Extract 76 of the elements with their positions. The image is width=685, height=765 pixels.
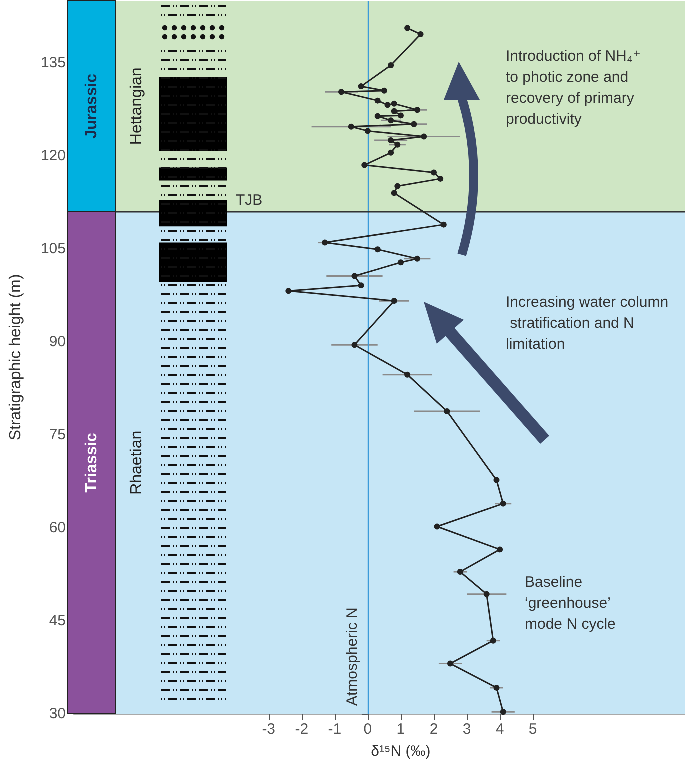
x-tick-label: 2 — [430, 721, 438, 738]
point — [358, 282, 364, 289]
x-tick-label: 3 — [462, 721, 472, 738]
point — [490, 638, 496, 644]
point — [440, 222, 447, 228]
point — [448, 660, 454, 667]
point — [500, 709, 506, 716]
point — [421, 134, 428, 140]
point — [404, 25, 411, 32]
y-tick-label: 45 — [49, 612, 66, 630]
y-tick-label: 90 — [49, 334, 66, 350]
y-tick-label: 135 — [40, 54, 66, 72]
x-tick-label: -2 — [295, 721, 309, 738]
point — [497, 546, 504, 553]
point — [418, 31, 424, 38]
x-tick-label: 1 — [396, 721, 406, 738]
ref-line-label: Atmospheric N — [344, 608, 361, 706]
y-tick-label: 60 — [49, 520, 66, 536]
point — [391, 108, 398, 114]
point — [500, 500, 506, 507]
point — [438, 176, 444, 182]
point — [494, 477, 500, 484]
point — [394, 142, 401, 148]
point — [358, 84, 364, 90]
point — [286, 288, 292, 294]
point — [352, 273, 358, 280]
band-label: Rhaetian — [128, 430, 146, 495]
point — [388, 118, 394, 124]
band-label: Jurassic — [84, 74, 100, 139]
point — [374, 113, 381, 120]
point — [391, 100, 398, 107]
point — [348, 124, 354, 130]
point — [398, 112, 404, 119]
point — [394, 183, 401, 190]
x-tick-label: 4 — [496, 721, 504, 738]
y-tick-label: 105 — [40, 240, 66, 258]
point — [444, 408, 450, 414]
point — [384, 102, 391, 108]
point — [414, 107, 420, 114]
x-tick-label: 5 — [528, 721, 538, 738]
point — [388, 138, 394, 144]
point — [362, 162, 368, 168]
y-tick-label: 120 — [40, 148, 66, 164]
point — [434, 524, 440, 530]
ref-line-label: TJB — [236, 192, 263, 209]
y-tick-label: 30 — [49, 706, 66, 722]
point — [364, 128, 371, 134]
x-axis-title: δ¹⁵N (‰) — [371, 743, 431, 760]
annotation: Increasing water column stratification and N limitation — [506, 294, 669, 353]
point — [338, 89, 345, 96]
point — [404, 372, 411, 378]
point — [388, 62, 394, 68]
point — [457, 569, 464, 576]
band-label: Hettangian — [128, 68, 146, 146]
annotation: Introduction of NH₄⁺ to photic zone and recovery of primary productivity — [506, 48, 646, 128]
point — [388, 150, 394, 156]
point — [398, 260, 404, 266]
point — [322, 240, 328, 246]
point — [411, 121, 418, 128]
annotation: Baseline ‘greenhouse’ mode N cycle — [525, 574, 616, 633]
point — [391, 190, 398, 196]
x-tick-label: -1 — [328, 721, 342, 738]
point — [494, 684, 500, 691]
x-tick-label: 0 — [364, 721, 372, 738]
x-tick-label: -3 — [262, 721, 276, 738]
point — [381, 88, 388, 94]
point — [374, 98, 381, 104]
point — [374, 246, 381, 253]
y-axis-title: Stratigraphic height (m) — [8, 274, 24, 441]
point — [431, 170, 437, 176]
point — [352, 342, 358, 348]
band-label: Triassic — [84, 433, 100, 493]
point — [391, 298, 398, 304]
y-tick-label: 75 — [49, 426, 66, 444]
point — [414, 256, 420, 262]
point — [484, 591, 490, 598]
